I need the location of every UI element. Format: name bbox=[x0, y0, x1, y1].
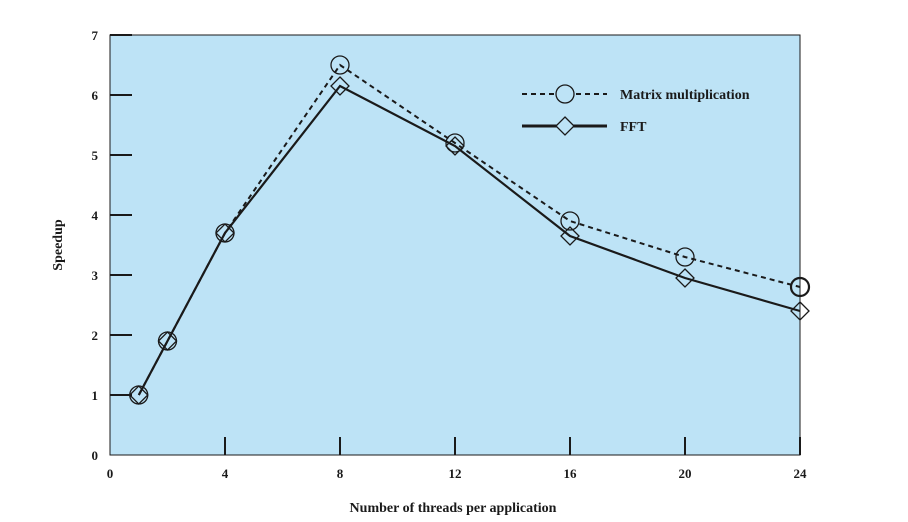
data-point-fft bbox=[445, 136, 465, 156]
y-tick-label: 0 bbox=[92, 448, 99, 463]
data-point-fft bbox=[675, 268, 695, 288]
legend-label-matrix: Matrix multiplication bbox=[620, 88, 750, 103]
series-layer bbox=[128, 55, 811, 405]
x-tick-label: 24 bbox=[794, 466, 808, 481]
data-point-fft bbox=[157, 331, 178, 351]
legend-marker-fft bbox=[555, 116, 575, 136]
data-point-fft bbox=[790, 301, 810, 321]
data-point-matrix bbox=[330, 55, 350, 75]
y-tick-label: 4 bbox=[92, 208, 99, 223]
y-tick-label: 1 bbox=[92, 388, 99, 403]
x-tick-label: 20 bbox=[679, 466, 692, 481]
y-tick-label: 2 bbox=[92, 328, 99, 343]
data-point-fft bbox=[560, 226, 580, 246]
x-tick-label: 8 bbox=[337, 466, 344, 481]
x-axis: 0 4 8 12 16 20 24 bbox=[107, 437, 807, 481]
data-point-matrix bbox=[789, 276, 811, 298]
y-tick-label: 5 bbox=[92, 148, 99, 163]
y-tick-label: 6 bbox=[92, 88, 99, 103]
legend-label-fft: FFT bbox=[620, 120, 647, 135]
data-point-fft bbox=[215, 223, 235, 243]
x-axis-title: Number of threads per application bbox=[350, 501, 557, 516]
y-tick-label: 7 bbox=[92, 28, 99, 43]
data-point-matrix bbox=[560, 211, 580, 231]
data-point-matrix bbox=[675, 247, 695, 267]
y-tick-label: 3 bbox=[92, 268, 99, 283]
plot-area bbox=[109, 34, 801, 456]
data-point-matrix bbox=[445, 133, 465, 153]
legend: Matrix multiplication FFT bbox=[522, 84, 750, 136]
x-tick-label: 4 bbox=[222, 466, 229, 481]
y-axis: 0 1 2 3 4 5 6 7 bbox=[92, 28, 132, 463]
y-axis-title: Speedup bbox=[51, 219, 66, 271]
x-tick-label: 16 bbox=[564, 466, 578, 481]
series-line-fft bbox=[137, 84, 801, 396]
x-tick-label: 12 bbox=[449, 466, 462, 481]
legend-marker-matrix bbox=[555, 84, 575, 104]
x-tick-label: 0 bbox=[107, 466, 114, 481]
data-point-fft bbox=[330, 76, 350, 96]
data-point-fft bbox=[128, 385, 149, 405]
